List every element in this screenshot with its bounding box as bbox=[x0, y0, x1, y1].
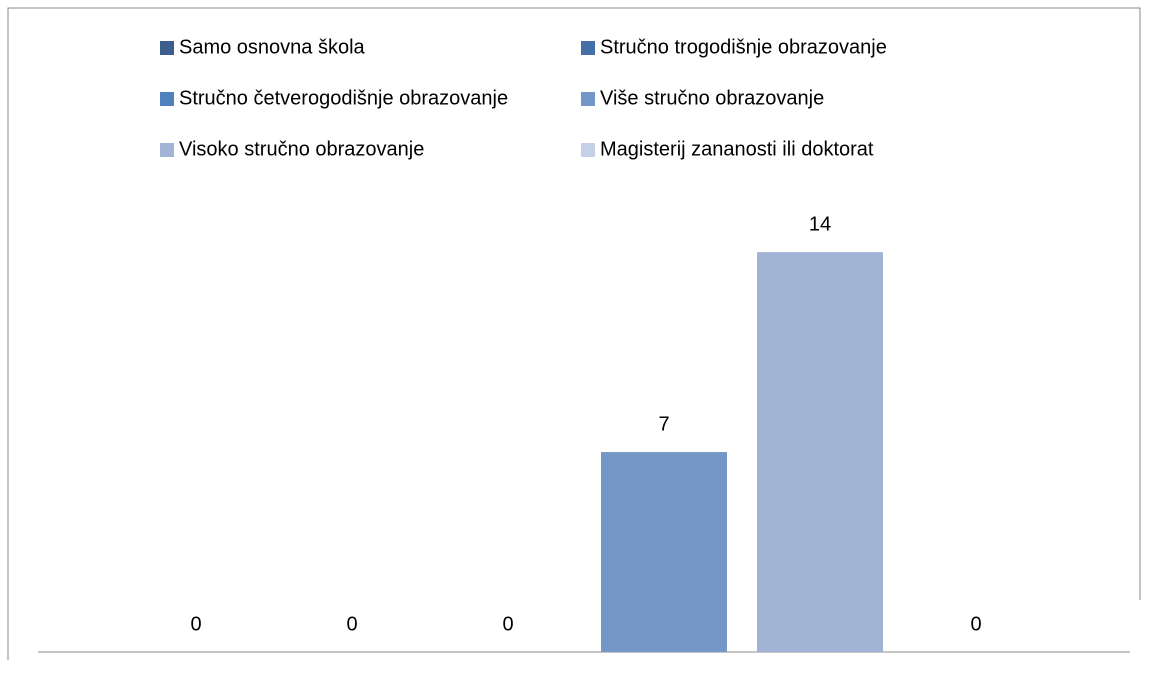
bar bbox=[601, 452, 727, 652]
data-label: 7 bbox=[658, 413, 669, 435]
data-label: 0 bbox=[502, 613, 513, 635]
data-label: 0 bbox=[346, 613, 357, 635]
legend-swatch bbox=[581, 41, 595, 55]
data-label: 0 bbox=[970, 613, 981, 635]
legend-swatch bbox=[160, 92, 174, 106]
legend-label: Samo osnovna škola bbox=[179, 36, 366, 58]
data-label: 0 bbox=[190, 613, 201, 635]
legend-swatch bbox=[160, 41, 174, 55]
legend-label: Visoko stručno obrazovanje bbox=[179, 138, 424, 160]
legend-swatch bbox=[160, 143, 174, 157]
chart-frame bbox=[7, 7, 1141, 660]
legend-label: Stručno četverogodišnje obrazovanje bbox=[179, 87, 508, 109]
legend-label: Magisterij zananosti ili doktorat bbox=[600, 138, 874, 160]
legend-label: Stručno trogodišnje obrazovanje bbox=[600, 36, 887, 58]
legend-label: Više stručno obrazovanje bbox=[600, 87, 824, 109]
legend-swatch bbox=[581, 143, 595, 157]
data-label: 14 bbox=[809, 213, 831, 235]
legend-swatch bbox=[581, 92, 595, 106]
bar bbox=[757, 252, 883, 652]
